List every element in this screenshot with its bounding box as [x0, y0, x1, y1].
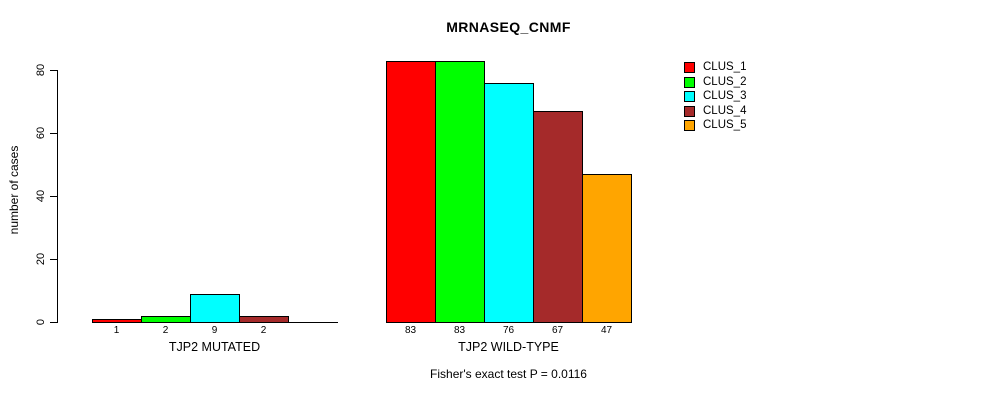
bar-clus_3 — [484, 82, 534, 323]
bar-value-label: 9 — [211, 325, 218, 336]
bar-value-label: 2 — [162, 325, 169, 336]
legend-label: CLUS_5 — [703, 119, 747, 132]
y-axis-tick — [50, 322, 58, 323]
bar-clus_4 — [533, 110, 583, 323]
bar-value-label: 47 — [600, 325, 613, 336]
chart-title: MRNASEQ_CNMF — [446, 19, 571, 35]
bar-clus_3 — [190, 293, 240, 323]
y-axis-tick — [50, 259, 58, 260]
legend-swatch-clus_5 — [684, 120, 695, 132]
bar-clus_4 — [239, 315, 289, 323]
y-axis-tick — [50, 133, 58, 134]
y-axis-tick-label: 40 — [35, 189, 47, 203]
y-axis-tick-label: 80 — [35, 63, 47, 77]
bar-value-label: 76 — [502, 325, 515, 336]
group-label-mutated: TJP2 MUTATED — [168, 340, 261, 354]
bar-value-label: 83 — [404, 325, 417, 336]
bar-value-label: 2 — [260, 325, 267, 336]
legend-label: CLUS_1 — [703, 61, 747, 73]
legend-label: CLUS_2 — [703, 75, 747, 88]
legend-swatch-clus_4 — [684, 105, 695, 117]
legend-swatch-clus_3 — [684, 91, 695, 103]
bar-clus_5 — [582, 173, 632, 323]
y-axis-tick — [50, 196, 58, 197]
bar-value-label: 1 — [113, 325, 120, 336]
legend-label: CLUS_4 — [703, 104, 747, 117]
group-label-wildtype: TJP2 WILD-TYPE — [458, 340, 559, 354]
bar-clus_2 — [435, 60, 485, 323]
y-axis-title: number of cases — [7, 145, 21, 235]
y-axis-tick-label: 0 — [35, 318, 47, 326]
legend-label: CLUS_3 — [703, 90, 747, 103]
bar-value-label: 83 — [453, 325, 466, 336]
bar-clus_1 — [92, 318, 142, 323]
y-axis-tick — [50, 70, 58, 71]
fisher-test-caption: Fisher's exact test P = 0.0116 — [430, 367, 587, 381]
bar-value-label: 67 — [551, 325, 564, 336]
y-axis-tick-label: 20 — [35, 252, 47, 266]
bar-clus_2 — [141, 315, 191, 323]
legend-swatch-clus_2 — [684, 76, 695, 88]
legend-swatch-clus_1 — [684, 62, 695, 73]
y-axis-tick-label: 60 — [35, 126, 47, 140]
bar-clus_1 — [386, 60, 436, 323]
